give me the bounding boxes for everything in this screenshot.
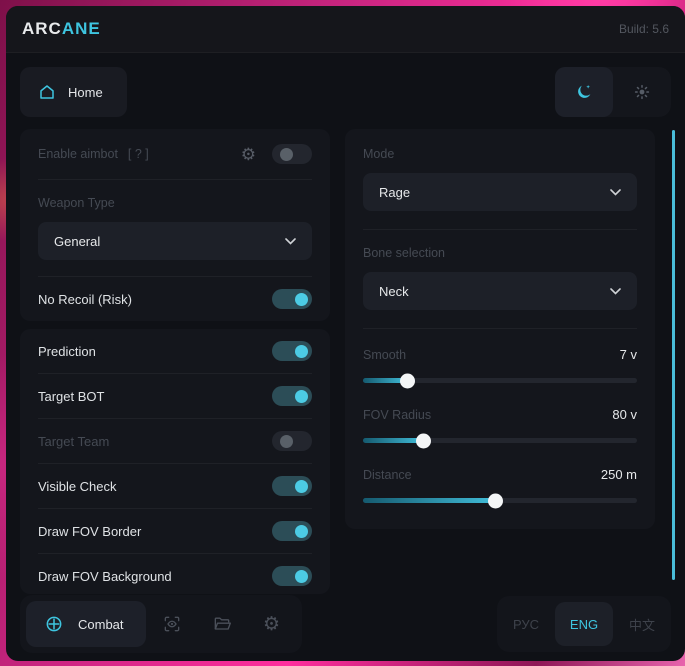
no-recoil-toggle[interactable] bbox=[272, 289, 312, 309]
fov-radius-value: 80 v bbox=[612, 407, 637, 422]
fov-radius-label: FOV Radius bbox=[363, 407, 432, 422]
bone-selection-label: Bone selection bbox=[363, 246, 446, 260]
home-icon bbox=[40, 85, 54, 99]
enable-aimbot-toggle[interactable] bbox=[272, 144, 312, 164]
distance-slider-handle[interactable] bbox=[487, 493, 503, 508]
mode-dropdown[interactable]: Rage bbox=[363, 173, 637, 211]
smooth-slider[interactable] bbox=[363, 373, 637, 388]
weapon-type-value: General bbox=[54, 233, 101, 249]
toggle-label: Target BOT bbox=[38, 388, 105, 404]
app-logo: ARCANE bbox=[22, 19, 101, 39]
fov-radius-label-row: FOV Radius 80 v bbox=[363, 407, 637, 422]
weapon-type-dropdown[interactable]: General bbox=[38, 222, 312, 260]
toggle-row-target-bot: Target BOT bbox=[38, 374, 312, 418]
divider bbox=[363, 328, 637, 329]
toggle-row-draw-fov-background: Draw FOV Background bbox=[38, 554, 312, 594]
toggle-label: Target Team bbox=[38, 433, 110, 449]
enable-aimbot-row: Enable aimbot [ ? ] ⚙ bbox=[38, 129, 312, 179]
bottom-bar: Combat ⚙ РУС ENG 中文 bbox=[6, 595, 685, 661]
fov-radius-slider[interactable] bbox=[363, 433, 637, 448]
language-eng-button[interactable]: ENG bbox=[555, 602, 613, 646]
mode-value: Rage bbox=[379, 184, 411, 200]
mode-label: Mode bbox=[363, 147, 395, 161]
aim-settings-card: Mode Rage Bone selection Neck Smooth 7 v bbox=[345, 129, 655, 529]
light-theme-button[interactable] bbox=[613, 67, 671, 117]
tab-combat[interactable]: Combat bbox=[26, 601, 146, 647]
fov-radius-slider-handle[interactable] bbox=[416, 433, 432, 448]
divider bbox=[38, 373, 312, 374]
chevron-down-icon bbox=[610, 287, 621, 295]
visible-check-toggle[interactable] bbox=[272, 476, 312, 496]
theme-switcher bbox=[555, 67, 671, 117]
smooth-label-row: Smooth 7 v bbox=[363, 347, 637, 362]
smooth-slider-handle[interactable] bbox=[399, 373, 415, 388]
title-bar: ARCANE Build: 5.6 bbox=[6, 6, 685, 53]
tab-settings[interactable]: ⚙ bbox=[248, 601, 296, 647]
language-zh-button[interactable]: 中文 bbox=[628, 617, 655, 633]
left-column: Enable aimbot [ ? ] ⚙ Weapon Type Genera… bbox=[20, 129, 330, 594]
help-hint[interactable]: [ ? ] bbox=[127, 147, 149, 161]
brand-prefix: ARC bbox=[22, 19, 62, 38]
build-version: Build: 5.6 bbox=[618, 22, 669, 36]
toggle-label: Draw FOV Background bbox=[38, 568, 172, 584]
no-recoil-row: No Recoil (Risk) bbox=[38, 277, 312, 321]
target-team-toggle[interactable] bbox=[272, 431, 312, 451]
toggles-card: Prediction Target BOT Target Team Visibl… bbox=[20, 329, 330, 594]
app-window: ARCANE Build: 5.6 Home bbox=[6, 6, 685, 661]
draw-fov-border-toggle[interactable] bbox=[272, 521, 312, 541]
divider bbox=[38, 463, 312, 464]
bone-selection-value: Neck bbox=[379, 283, 409, 299]
smooth-label: Smooth bbox=[363, 347, 407, 362]
draw-fov-background-toggle[interactable] bbox=[272, 566, 312, 586]
toggle-row-target-team: Target Team bbox=[38, 419, 312, 463]
divider bbox=[38, 418, 312, 419]
brand-suffix: ANE bbox=[61, 19, 101, 38]
dark-theme-button[interactable] bbox=[555, 67, 613, 117]
aimbot-settings-gear-icon[interactable]: ⚙ bbox=[240, 144, 256, 164]
toggle-label: Draw FOV Border bbox=[38, 523, 142, 539]
vertical-scrollbar[interactable] bbox=[672, 130, 675, 580]
moon-icon bbox=[578, 84, 591, 98]
content-area: Enable aimbot [ ? ] ⚙ Weapon Type Genera… bbox=[6, 127, 685, 595]
enable-aimbot-label: Enable aimbot bbox=[38, 147, 118, 161]
eye-scan-icon bbox=[164, 616, 179, 632]
tab-combat-label: Combat bbox=[78, 616, 124, 632]
language-switcher: РУС ENG 中文 bbox=[497, 596, 671, 652]
home-tab[interactable]: Home bbox=[20, 67, 127, 117]
home-tab-label: Home bbox=[68, 84, 103, 100]
distance-value: 250 m bbox=[600, 467, 637, 482]
toggle-row-draw-fov-border: Draw FOV Border bbox=[38, 509, 312, 553]
divider bbox=[38, 553, 312, 554]
gear-icon: ⚙ bbox=[263, 613, 281, 635]
category-tabs: Combat ⚙ bbox=[20, 595, 302, 653]
tab-visuals[interactable] bbox=[148, 601, 196, 647]
crosshair-icon bbox=[46, 616, 62, 632]
toggle-label: Visible Check bbox=[38, 478, 117, 494]
right-column: Mode Rage Bone selection Neck Smooth 7 v bbox=[345, 129, 655, 529]
target-bot-toggle[interactable] bbox=[272, 386, 312, 406]
toggle-row-prediction: Prediction bbox=[38, 329, 312, 373]
nav-bar: Home bbox=[6, 53, 685, 127]
distance-label-row: Distance 250 m bbox=[363, 467, 637, 482]
prediction-toggle[interactable] bbox=[272, 341, 312, 361]
no-recoil-label: No Recoil (Risk) bbox=[38, 291, 132, 307]
folder-open-icon bbox=[214, 617, 231, 630]
divider bbox=[363, 229, 637, 230]
weapon-type-label: Weapon Type bbox=[38, 196, 115, 210]
divider bbox=[38, 276, 312, 277]
toggle-label: Prediction bbox=[38, 343, 96, 359]
divider bbox=[38, 508, 312, 509]
language-rus-button[interactable]: РУС bbox=[512, 616, 540, 632]
smooth-value: 7 v bbox=[619, 347, 637, 362]
toggle-row-visible-check: Visible Check bbox=[38, 464, 312, 508]
divider bbox=[38, 179, 312, 180]
distance-slider[interactable] bbox=[363, 493, 637, 508]
chevron-down-icon bbox=[285, 237, 296, 245]
distance-label: Distance bbox=[363, 467, 412, 482]
aimbot-card: Enable aimbot [ ? ] ⚙ Weapon Type Genera… bbox=[20, 129, 330, 321]
bone-selection-dropdown[interactable]: Neck bbox=[363, 272, 637, 310]
chevron-down-icon bbox=[610, 188, 621, 196]
sun-icon bbox=[634, 84, 650, 100]
tab-configs[interactable] bbox=[198, 601, 246, 647]
